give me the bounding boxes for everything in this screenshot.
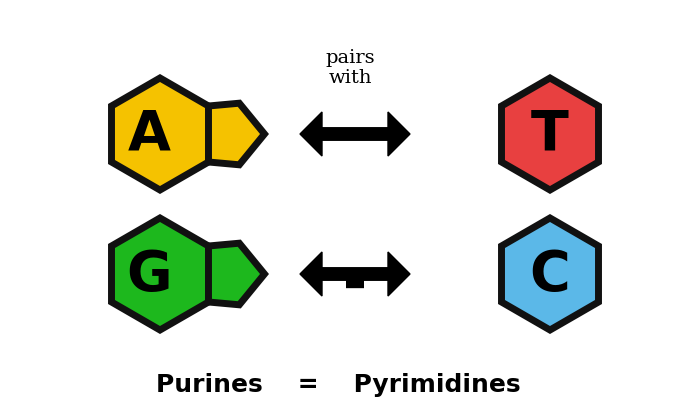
Text: A: A — [127, 108, 170, 162]
Text: C: C — [529, 247, 571, 301]
Polygon shape — [112, 218, 208, 330]
Text: T: T — [531, 108, 569, 162]
Text: Purines    =    Pyrimidines: Purines = Pyrimidines — [155, 372, 521, 396]
Polygon shape — [502, 218, 598, 330]
Text: pairs
with: pairs with — [325, 49, 375, 87]
Polygon shape — [388, 113, 410, 157]
Polygon shape — [112, 79, 208, 191]
Polygon shape — [208, 104, 264, 165]
Polygon shape — [300, 113, 322, 157]
Text: G: G — [126, 247, 172, 301]
Polygon shape — [300, 252, 322, 296]
Polygon shape — [388, 252, 410, 296]
Polygon shape — [502, 79, 598, 191]
Polygon shape — [208, 244, 264, 305]
